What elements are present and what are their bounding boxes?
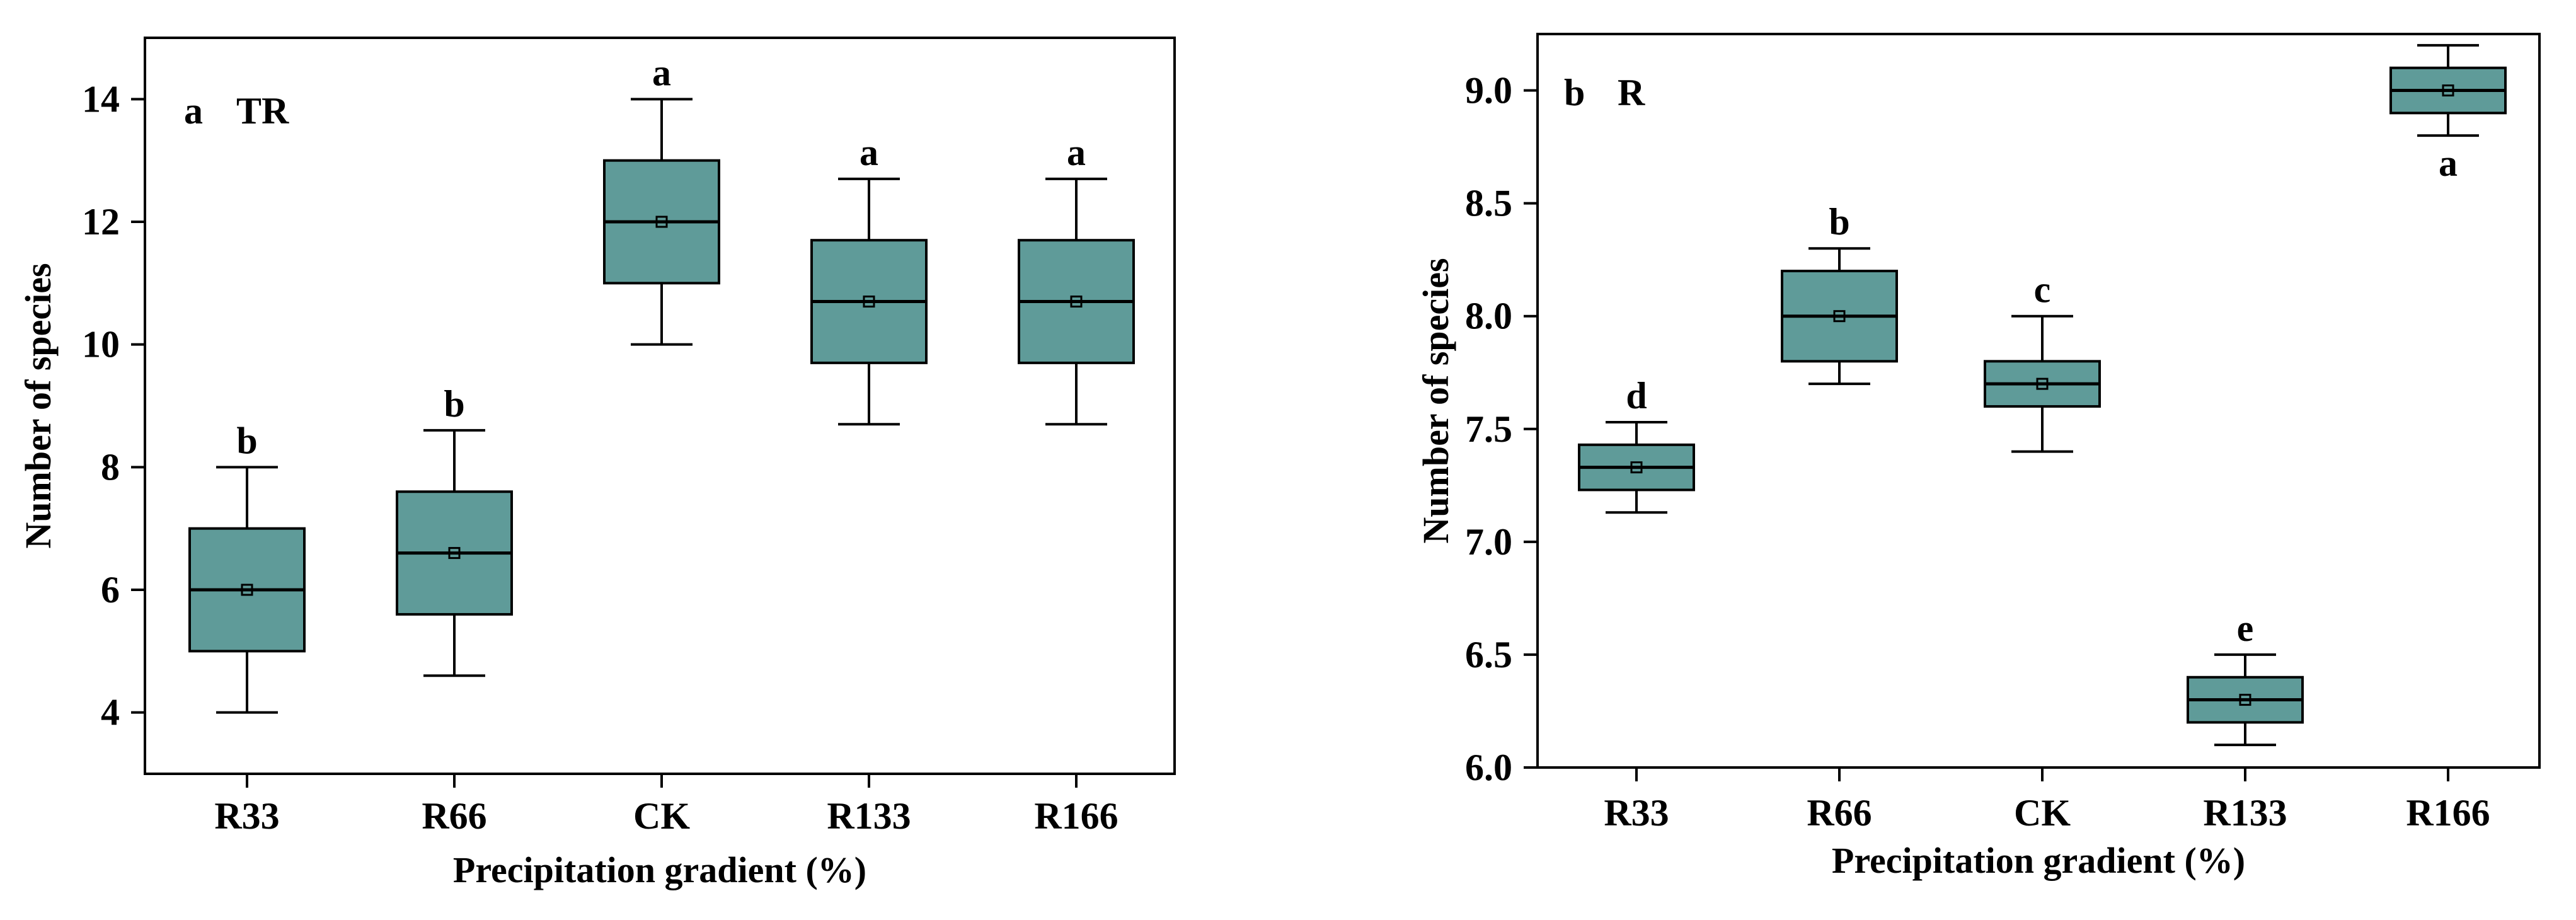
box-r133: e <box>2187 607 2304 747</box>
box-ck: a <box>603 52 720 346</box>
panel-b-boxes: d b c e a <box>1578 43 2507 747</box>
significance-letter: c <box>2034 269 2051 311</box>
x-tick-label: CK <box>633 795 690 837</box>
x-tick-label: R166 <box>2406 792 2490 834</box>
y-tick-label: 7.0 <box>1465 521 1512 563</box>
mean-marker <box>2442 84 2454 97</box>
mean-marker <box>241 584 253 596</box>
y-tick-label: 8 <box>101 446 120 488</box>
significance-letter: a <box>1067 132 1086 173</box>
panel-b-label: b <box>1564 72 1585 113</box>
significance-letter: b <box>1829 201 1849 243</box>
significance-letter: a <box>860 132 878 173</box>
box-r33: b <box>188 420 306 714</box>
mean-marker <box>2036 377 2049 390</box>
y-tick-label: 10 <box>82 324 120 365</box>
panel-b-x-axis-label: Precipitation gradient (%) <box>1832 840 2245 881</box>
x-tick-label: R33 <box>1604 792 1669 834</box>
mean-marker <box>2239 694 2251 706</box>
significance-letter: e <box>2237 607 2254 649</box>
box-r66: b <box>1781 201 1898 386</box>
x-tick-label: R133 <box>2203 792 2287 834</box>
significance-letter: b <box>236 420 257 461</box>
x-tick-label: R33 <box>214 795 279 837</box>
panel-a-plot-frame <box>144 37 1176 775</box>
y-tick-label: 14 <box>82 78 120 120</box>
significance-letter: a <box>2439 142 2458 184</box>
x-tick-label: R133 <box>827 795 911 837</box>
y-tick-label: 6 <box>101 569 120 611</box>
box-r33: d <box>1578 375 1695 514</box>
significance-letter: a <box>652 52 671 93</box>
y-tick-label: 6.0 <box>1465 747 1512 788</box>
y-tick-label: 8.5 <box>1465 183 1512 224</box>
x-tick-label: CK <box>2014 792 2071 834</box>
y-tick-label: 7.5 <box>1465 408 1512 450</box>
box-ck: c <box>1984 269 2101 453</box>
panel-b-title: R <box>1618 72 1645 113</box>
y-tick-label: 9.0 <box>1465 70 1512 112</box>
y-tick-label: 12 <box>82 201 120 243</box>
box-r166: a <box>1018 132 1135 426</box>
mean-marker <box>1833 310 1846 323</box>
panel-b: 6.0 6.5 7.0 7.5 8.0 8.5 9.0 R33 R66 CK R133 R166 d b… <box>1415 33 2541 881</box>
panel-b-plot-frame <box>1536 33 2541 769</box>
panel-a-label: a <box>184 90 203 132</box>
y-tick-label: 8.0 <box>1465 296 1512 337</box>
box-r166: a <box>2389 43 2507 184</box>
box-r66: b <box>396 383 513 677</box>
significance-letter: d <box>1626 375 1647 417</box>
box-r133: a <box>810 132 928 426</box>
mean-marker <box>655 216 668 228</box>
mean-marker <box>1070 296 1083 308</box>
panel-a-boxes: b b a a a <box>188 52 1135 714</box>
significance-letter: b <box>444 383 464 425</box>
x-tick-label: R66 <box>1807 792 1872 834</box>
x-tick-label: R166 <box>1034 795 1118 837</box>
panel-b-y-axis-label: Number of species <box>1415 258 1456 543</box>
panel-a: 4 6 8 10 12 14 R33 R66 CK R133 R166 b b a a a a TR Num… <box>18 37 1176 890</box>
panel-a-y-axis-label: Number of species <box>18 263 59 548</box>
mean-marker <box>1630 461 1643 474</box>
mean-marker <box>448 547 461 560</box>
y-tick-label: 4 <box>101 692 120 733</box>
panel-b-ticks: 6.0 6.5 7.0 7.5 8.0 8.5 9.0 R33 R66 CK R133 R166 <box>1465 70 2490 834</box>
panel-a-x-axis-label: Precipitation gradient (%) <box>453 849 866 890</box>
panel-a-ticks: 4 6 8 10 12 14 R33 R66 CK R133 R166 <box>82 78 1118 837</box>
x-tick-label: R66 <box>422 795 486 837</box>
mean-marker <box>863 296 875 308</box>
y-tick-label: 6.5 <box>1465 634 1512 676</box>
panel-a-title: TR <box>236 90 289 132</box>
